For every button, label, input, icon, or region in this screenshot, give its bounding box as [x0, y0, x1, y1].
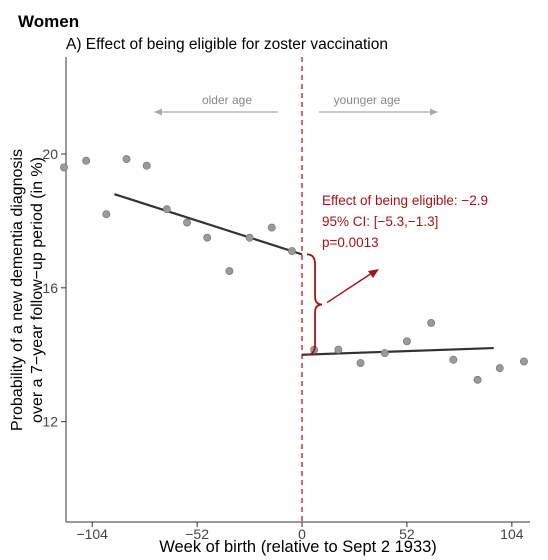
data-point — [102, 210, 111, 219]
data-point — [267, 223, 276, 232]
direction-arrows: older age younger age — [154, 93, 438, 116]
x-tick-label: −104 — [76, 526, 108, 542]
data-point — [402, 337, 411, 346]
effect-estimate: Effect of being eligible: −2.9 — [322, 193, 488, 208]
fit-lines — [114, 193, 494, 356]
confidence-interval: 95% CI: [−5.3,−1.3] — [322, 214, 438, 229]
data-point — [380, 349, 389, 358]
group-label: Women — [18, 12, 79, 31]
data-point — [225, 267, 234, 276]
data-point — [203, 233, 212, 242]
effect-annotation: Effect of being eligible: −2.9 95% CI: [−… — [306, 193, 488, 356]
younger-age-label: younger age — [334, 93, 401, 107]
older-age-label: older age — [202, 93, 252, 107]
data-points — [60, 155, 528, 384]
data-point — [142, 161, 151, 170]
effect-arrowhead — [368, 269, 379, 278]
fit-line-after-cutoff — [301, 346, 494, 356]
x-axis-label: Week of birth (relative to Sept 2 1933) — [159, 538, 437, 556]
fit-line-before-cutoff — [114, 193, 303, 256]
x-tick-label: 104 — [500, 526, 524, 542]
data-point — [356, 359, 365, 368]
data-point — [183, 218, 191, 227]
data-point — [473, 375, 482, 384]
data-point — [287, 247, 296, 255]
x-tick-label: 0 — [298, 526, 306, 542]
y-tick-label: 12 — [42, 414, 58, 430]
data-point — [60, 163, 68, 172]
y-axis-label-line: Probability of a new dementia diagnosis — [9, 149, 26, 431]
x-tick-label: −52 — [185, 526, 209, 542]
effect-arrow — [326, 272, 373, 304]
y-axis-label: Probability of a new dementia diagnosis o… — [9, 149, 46, 431]
y-tick-label: 16 — [42, 280, 58, 296]
data-point — [427, 319, 436, 327]
effect-brace — [306, 253, 323, 356]
data-point — [122, 155, 131, 163]
axes: −104 −52 0 52 104 12 16 20 — [42, 57, 530, 542]
data-point — [245, 233, 254, 242]
data-point — [334, 345, 343, 354]
x-tick-label: 52 — [399, 526, 415, 542]
panel-title: A) Effect of being eligible for zoster v… — [66, 36, 388, 53]
data-point — [449, 355, 458, 364]
y-axis-label-line: over a 7−year follow−up period (in %) — [29, 157, 46, 423]
data-point — [162, 205, 171, 214]
data-point — [519, 357, 528, 366]
older-age-arrowhead — [154, 108, 162, 116]
y-tick-label: 20 — [42, 146, 58, 162]
p-value: p=0.0013 — [322, 235, 379, 250]
data-point — [495, 364, 504, 373]
data-point — [82, 156, 91, 165]
younger-age-arrowhead — [430, 108, 438, 116]
